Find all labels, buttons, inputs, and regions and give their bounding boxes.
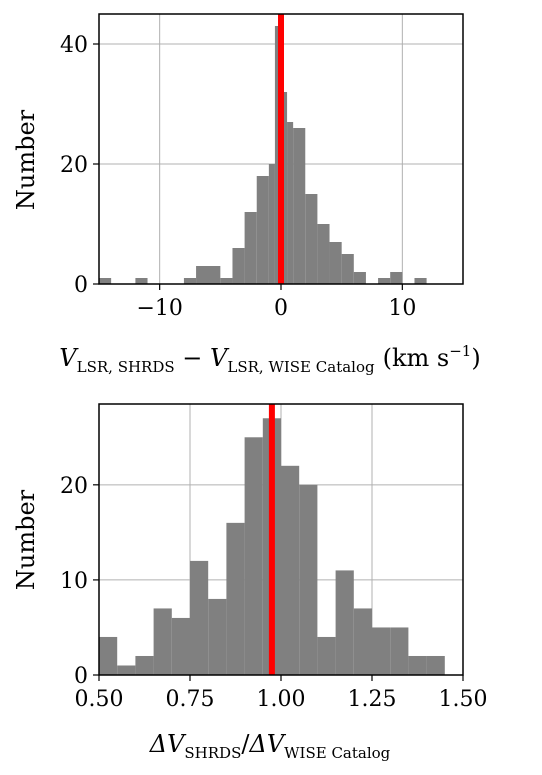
x-label-bottom-sub1: SHRDS [184,744,241,762]
x-tick-label: 0.50 [75,687,124,712]
x-label-top-units: (km s [383,344,450,372]
histogram-bar [244,437,263,675]
histogram-bar [329,242,342,284]
histogram-bar [281,465,300,675]
x-label-bottom-d1: ΔV [149,730,187,758]
histogram-bar [256,176,269,284]
histogram-bar [268,164,275,284]
x-label-bottom-sub2: WISE Catalog [284,744,391,762]
y-tick-label: 10 [60,569,88,594]
x-label-bottom-d2: ΔV [248,730,286,758]
bars-top [99,26,427,284]
x-axis-label-top: VLSR, SHRDS − VLSR, WISE Catalog (km s−1) [59,342,480,376]
histogram-bar [281,92,288,284]
histogram-bar [353,608,372,675]
histogram-bar [335,570,354,675]
x-tick-label: 0 [274,296,288,321]
y-tick-label: 0 [74,273,88,298]
histogram-bar [341,254,354,284]
x-label-top-sub2: LSR, WISE Catalog [227,358,375,376]
y-tick-label: 20 [60,474,88,499]
histogram-bar [190,560,209,675]
x-axis-label-bottom: ΔVSHRDS/ΔVWISE Catalog [149,730,391,762]
histogram-bar [220,278,233,284]
y-tick-label: 20 [60,153,88,178]
histogram-bar [208,598,227,675]
x-tick-label: 1.00 [257,687,306,712]
x-label-top-v1: V [59,344,79,372]
histogram-bar [372,627,391,675]
x-tick-label: 0.75 [166,687,215,712]
x-tick-label: 1.25 [348,687,397,712]
histogram-bar [408,655,427,675]
histogram-bar [426,655,445,675]
histogram-bar [317,636,336,675]
histogram-bar [244,212,257,284]
x-tick-label: 10 [388,296,416,321]
histogram-bar [293,128,306,284]
histogram-bar [274,26,281,284]
histogram-bar [299,484,318,675]
x-label-top-v2: V [210,344,230,372]
histogram-bar [317,224,330,284]
x-tick-label: 1.50 [439,687,488,712]
histogram-bar [135,278,148,284]
ticks-top: −10 0 10 0 20 40 [60,33,416,321]
y-axis-label-top: Number [12,109,40,210]
histogram-bar [353,272,366,284]
x-label-top-sub1: LSR, SHRDS [77,358,175,376]
histogram-bar [196,266,221,284]
histogram-bar [153,608,172,675]
ticks-bottom: 0.50 0.75 1.00 1.25 1.50 0 10 20 [60,474,487,712]
histogram-bar [226,522,245,675]
x-label-top-units-sup: −1 [449,342,471,360]
x-label-top-units-end: ) [471,344,480,372]
x-tick-label: −10 [136,296,182,321]
y-tick-label: 40 [60,33,88,58]
histogram-bar [232,248,245,284]
histogram-bar [414,278,427,284]
x-label-top-minus: − [175,344,210,372]
histogram-bar [287,122,294,284]
histogram-bar [305,194,318,284]
histogram-bar [117,665,136,675]
histogram-bar [135,655,154,675]
histogram-bar [183,278,197,284]
histogram-bar [390,627,409,675]
y-tick-label: 0 [74,664,88,689]
x-label-bottom-slash: / [241,730,250,758]
y-axis-label-bottom: Number [12,489,40,590]
histogram-bar [390,272,403,284]
histogram-bar [378,278,391,284]
histogram-bar [99,636,118,675]
histogram-bar [171,617,190,675]
histogram-bar [99,278,112,284]
